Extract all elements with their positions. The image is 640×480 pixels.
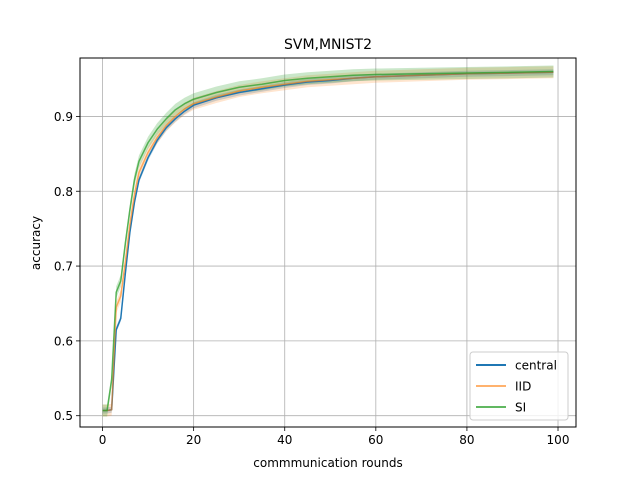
- legend-box: [469, 351, 569, 421]
- line-iid: [102, 71, 554, 412]
- plot-frame: [79, 57, 577, 428]
- x-tick-label: 100: [547, 433, 570, 447]
- legend-label-central: central: [515, 359, 557, 373]
- series-lines: [102, 70, 554, 412]
- y-axis-label: accuracy: [29, 216, 43, 270]
- legend-label-si: SI: [515, 401, 526, 415]
- y-tick-label: 0.5: [54, 409, 73, 423]
- y-tick-label: 0.8: [54, 185, 73, 199]
- x-tick-label: 20: [186, 433, 201, 447]
- y-tick-label: 0.7: [54, 260, 73, 274]
- y-axis-ticks: 0.5 0.6 0.7 0.8 0.9: [54, 110, 80, 423]
- x-tick-label: 0: [99, 433, 107, 447]
- x-axis-label: commmunication rounds: [253, 456, 402, 470]
- y-tick-label: 0.9: [54, 110, 73, 124]
- x-tick-label: 80: [459, 433, 474, 447]
- line-si: [102, 70, 554, 412]
- y-tick-label: 0.6: [54, 334, 73, 348]
- legend-label-iid: IID: [515, 380, 531, 394]
- chart-title: SVM,MNIST2: [284, 37, 372, 53]
- legend: central IID SI: [469, 351, 569, 421]
- x-tick-label: 60: [368, 433, 383, 447]
- x-tick-label: 40: [277, 433, 292, 447]
- x-axis-ticks: 0 20 40 60 80 100: [99, 427, 570, 447]
